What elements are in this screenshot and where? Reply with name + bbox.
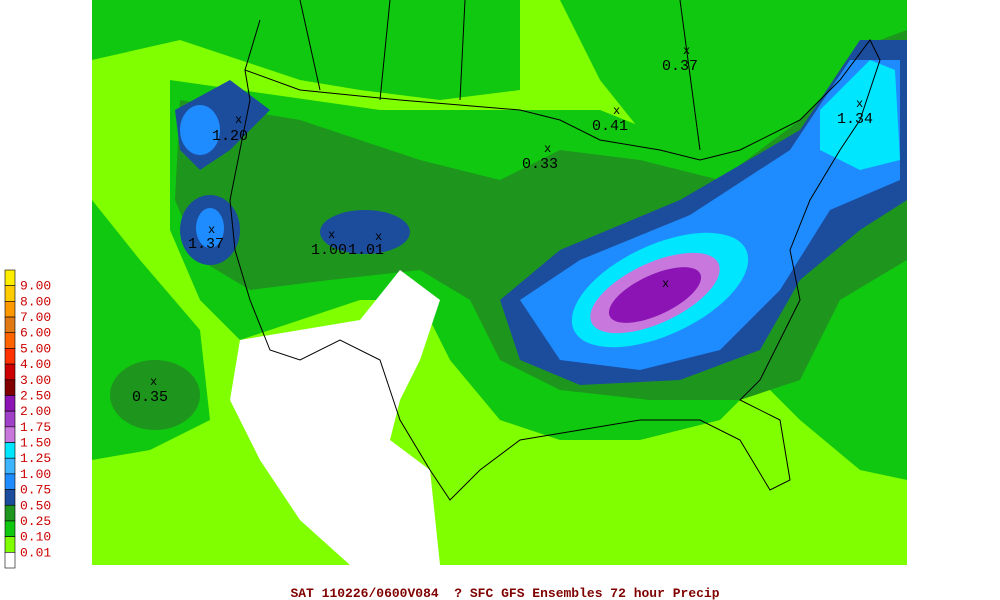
max-marker: x xyxy=(613,104,620,118)
legend-label: 1.50 xyxy=(20,436,51,451)
legend-label: 9.00 xyxy=(20,279,51,294)
legend-swatch xyxy=(4,536,16,553)
legend-label: 0.01 xyxy=(20,545,51,560)
legend-label: 0.10 xyxy=(20,530,51,545)
max-marker: x xyxy=(208,223,215,237)
legend-label: 3.00 xyxy=(20,373,51,388)
country-outline xyxy=(229,39,881,501)
legend-label: 0.50 xyxy=(20,498,51,513)
legend-label: 2.50 xyxy=(20,388,51,403)
max-marker: x xyxy=(375,230,382,244)
legend-label: 7.00 xyxy=(20,310,51,325)
max-value: 0.41 xyxy=(592,118,628,135)
legend-swatch xyxy=(4,426,16,443)
no-precip-area xyxy=(230,270,440,565)
legend-swatch xyxy=(4,520,16,537)
legend-label: 5.00 xyxy=(20,341,51,356)
legend-label: 1.75 xyxy=(20,420,51,435)
legend-label: 6.00 xyxy=(20,326,51,341)
legend-label: 1.00 xyxy=(20,467,51,482)
precip-area xyxy=(820,60,900,170)
precip-area xyxy=(92,0,520,100)
legend-swatch xyxy=(4,504,16,522)
legend-label: 0.75 xyxy=(20,483,51,498)
max-value: 0.33 xyxy=(522,156,558,173)
precip-area xyxy=(180,105,220,155)
legend-swatch xyxy=(4,395,16,412)
legend-swatch xyxy=(4,489,16,506)
max-value: 1.20 xyxy=(212,128,248,145)
max-value: 0.35 xyxy=(132,389,168,406)
max-marker: x xyxy=(662,277,669,291)
max-value: 1.01 xyxy=(348,242,384,259)
precip-area xyxy=(196,208,224,248)
legend-swatch xyxy=(4,410,16,428)
max-value: 1.34 xyxy=(837,111,873,128)
legend-label: 8.00 xyxy=(20,294,51,309)
max-value: 0.37 xyxy=(662,58,698,75)
max-marker: x xyxy=(544,142,551,156)
max-marker: x xyxy=(150,375,157,389)
legend-label: 4.00 xyxy=(20,357,51,372)
legend-swatch xyxy=(4,442,16,459)
legend-swatch xyxy=(4,552,16,569)
legend-swatch xyxy=(4,363,16,381)
legend-label: 0.25 xyxy=(20,514,51,529)
legend-swatch xyxy=(4,301,16,318)
precip-area xyxy=(320,210,410,254)
legend-label: 1.25 xyxy=(20,451,51,466)
legend-swatch xyxy=(4,473,16,490)
legend-swatch xyxy=(4,348,16,365)
precip-area xyxy=(608,267,702,323)
legend-swatch xyxy=(4,285,16,302)
legend: 9.008.007.006.005.004.003.002.502.001.75… xyxy=(4,269,51,569)
legend-swatch xyxy=(4,457,16,475)
footer-title: SAT 110226/0600V084 ? SFC GFS Ensembles … xyxy=(290,586,719,600)
legend-swatch xyxy=(4,269,16,286)
map: x 1.20 x 1.37 x 1.00 x 1.01 x 0.35 x 0.3… xyxy=(92,0,907,565)
legend-swatch xyxy=(4,316,16,334)
max-value: 1.37 xyxy=(188,236,224,253)
legend-swatch xyxy=(4,379,16,396)
max-marker: x xyxy=(235,113,242,127)
legend-swatch xyxy=(4,332,16,349)
max-marker: x xyxy=(328,228,335,242)
max-marker: x xyxy=(683,44,690,58)
legend-label: 2.00 xyxy=(20,404,51,419)
max-marker: x xyxy=(856,97,863,111)
border-line xyxy=(244,0,701,151)
precip-area xyxy=(110,360,200,430)
max-value: 1.00 xyxy=(311,242,347,259)
